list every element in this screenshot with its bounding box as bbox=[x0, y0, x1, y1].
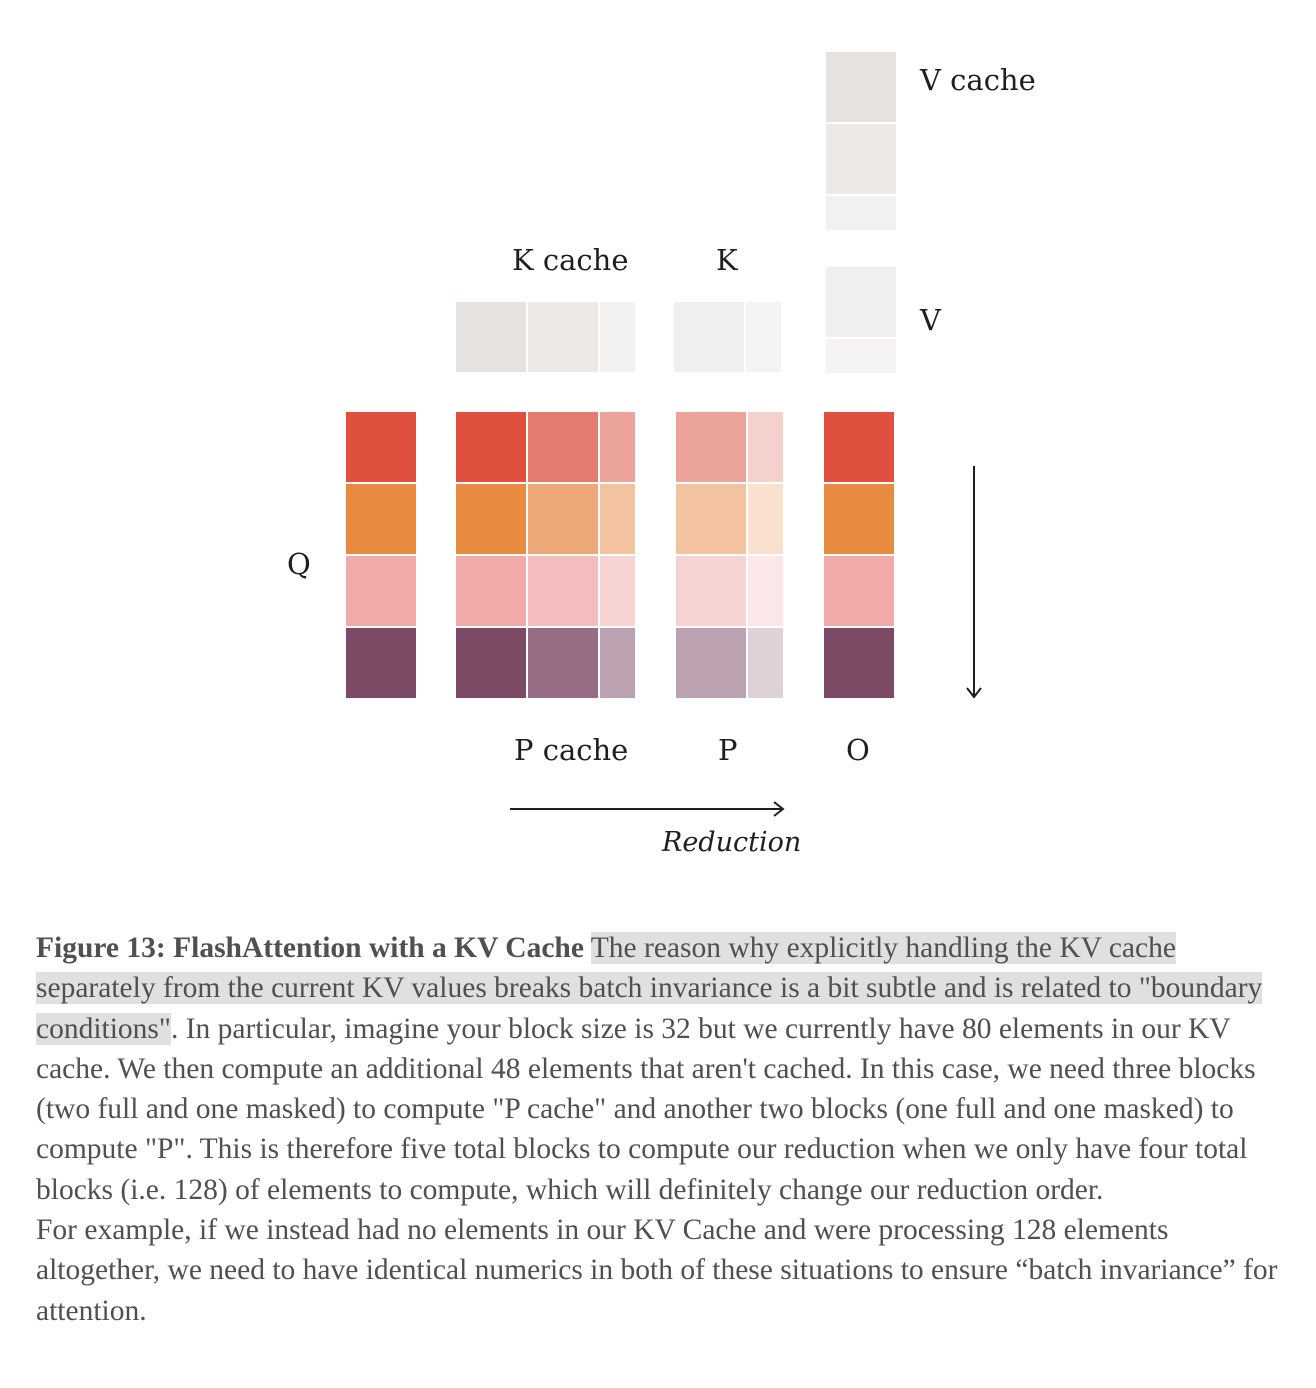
v-cache-block-2 bbox=[826, 124, 896, 194]
p-cache-cell bbox=[456, 484, 526, 554]
p-cell bbox=[676, 556, 746, 626]
k-cache-block-3 bbox=[600, 302, 635, 372]
v-block-2 bbox=[826, 339, 896, 373]
p-label: P bbox=[718, 733, 738, 767]
o-label: O bbox=[846, 733, 870, 767]
o-block-2 bbox=[824, 484, 894, 554]
p-cache-cell bbox=[528, 412, 598, 482]
p-cell bbox=[676, 484, 746, 554]
p-cache-cell bbox=[456, 412, 526, 482]
v-label: V bbox=[919, 303, 942, 337]
p-cell bbox=[748, 556, 783, 626]
reduction-label: Reduction bbox=[661, 827, 801, 858]
p-cache-cell bbox=[456, 628, 526, 698]
v-block-1 bbox=[826, 267, 896, 337]
p-cache-cell bbox=[600, 556, 635, 626]
k-cache-label: K cache bbox=[512, 243, 629, 277]
vertical-arrow bbox=[966, 466, 982, 699]
p-cell bbox=[748, 412, 783, 482]
p-cache-cell bbox=[600, 484, 635, 554]
figure-caption: Figure 13: FlashAttention with a KV Cach… bbox=[36, 928, 1286, 1331]
p-blocks bbox=[676, 412, 783, 698]
v-cache-label: V cache bbox=[919, 63, 1036, 97]
p-cache-blocks bbox=[456, 412, 635, 698]
p-cache-cell bbox=[600, 628, 635, 698]
p-cell bbox=[748, 628, 783, 698]
k-blocks bbox=[674, 302, 781, 372]
k-block-2 bbox=[746, 302, 781, 372]
k-cache-block-1 bbox=[456, 302, 526, 372]
figure-title: Figure 13: FlashAttention with a KV Cach… bbox=[36, 932, 584, 964]
q-block-1 bbox=[346, 412, 416, 482]
p-cache-cell bbox=[528, 628, 598, 698]
reduction-arrow bbox=[510, 801, 785, 817]
p-cell bbox=[676, 628, 746, 698]
caption-paragraph-1: Figure 13: FlashAttention with a KV Cach… bbox=[36, 928, 1286, 1210]
q-blocks bbox=[346, 412, 416, 698]
v-cache-blocks bbox=[826, 52, 896, 230]
p-cell bbox=[676, 412, 746, 482]
p-cache-cell bbox=[456, 556, 526, 626]
k-block-1 bbox=[674, 302, 744, 372]
k-label: K bbox=[716, 243, 739, 277]
o-block-1 bbox=[824, 412, 894, 482]
p-cell bbox=[748, 484, 783, 554]
v-cache-block-3 bbox=[826, 196, 896, 230]
k-cache-block-2 bbox=[528, 302, 598, 372]
o-blocks bbox=[824, 412, 894, 698]
o-block-3 bbox=[824, 556, 894, 626]
k-cache-blocks bbox=[456, 302, 635, 372]
v-blocks bbox=[826, 267, 896, 373]
q-block-2 bbox=[346, 484, 416, 554]
q-block-4 bbox=[346, 628, 416, 698]
q-label: Q bbox=[287, 547, 311, 581]
caption-text: . In particular, imagine your block size… bbox=[36, 1012, 1256, 1206]
q-block-3 bbox=[346, 556, 416, 626]
flashattention-kv-cache-diagram: V cache V K cache K Q bbox=[287, 52, 1036, 858]
p-cache-cell bbox=[528, 556, 598, 626]
p-cache-label: P cache bbox=[514, 733, 628, 767]
p-cache-cell bbox=[600, 412, 635, 482]
caption-paragraph-2: For example, if we instead had no elemen… bbox=[36, 1214, 1278, 1327]
v-cache-block-1 bbox=[826, 52, 896, 122]
o-block-4 bbox=[824, 628, 894, 698]
p-cache-cell bbox=[528, 484, 598, 554]
